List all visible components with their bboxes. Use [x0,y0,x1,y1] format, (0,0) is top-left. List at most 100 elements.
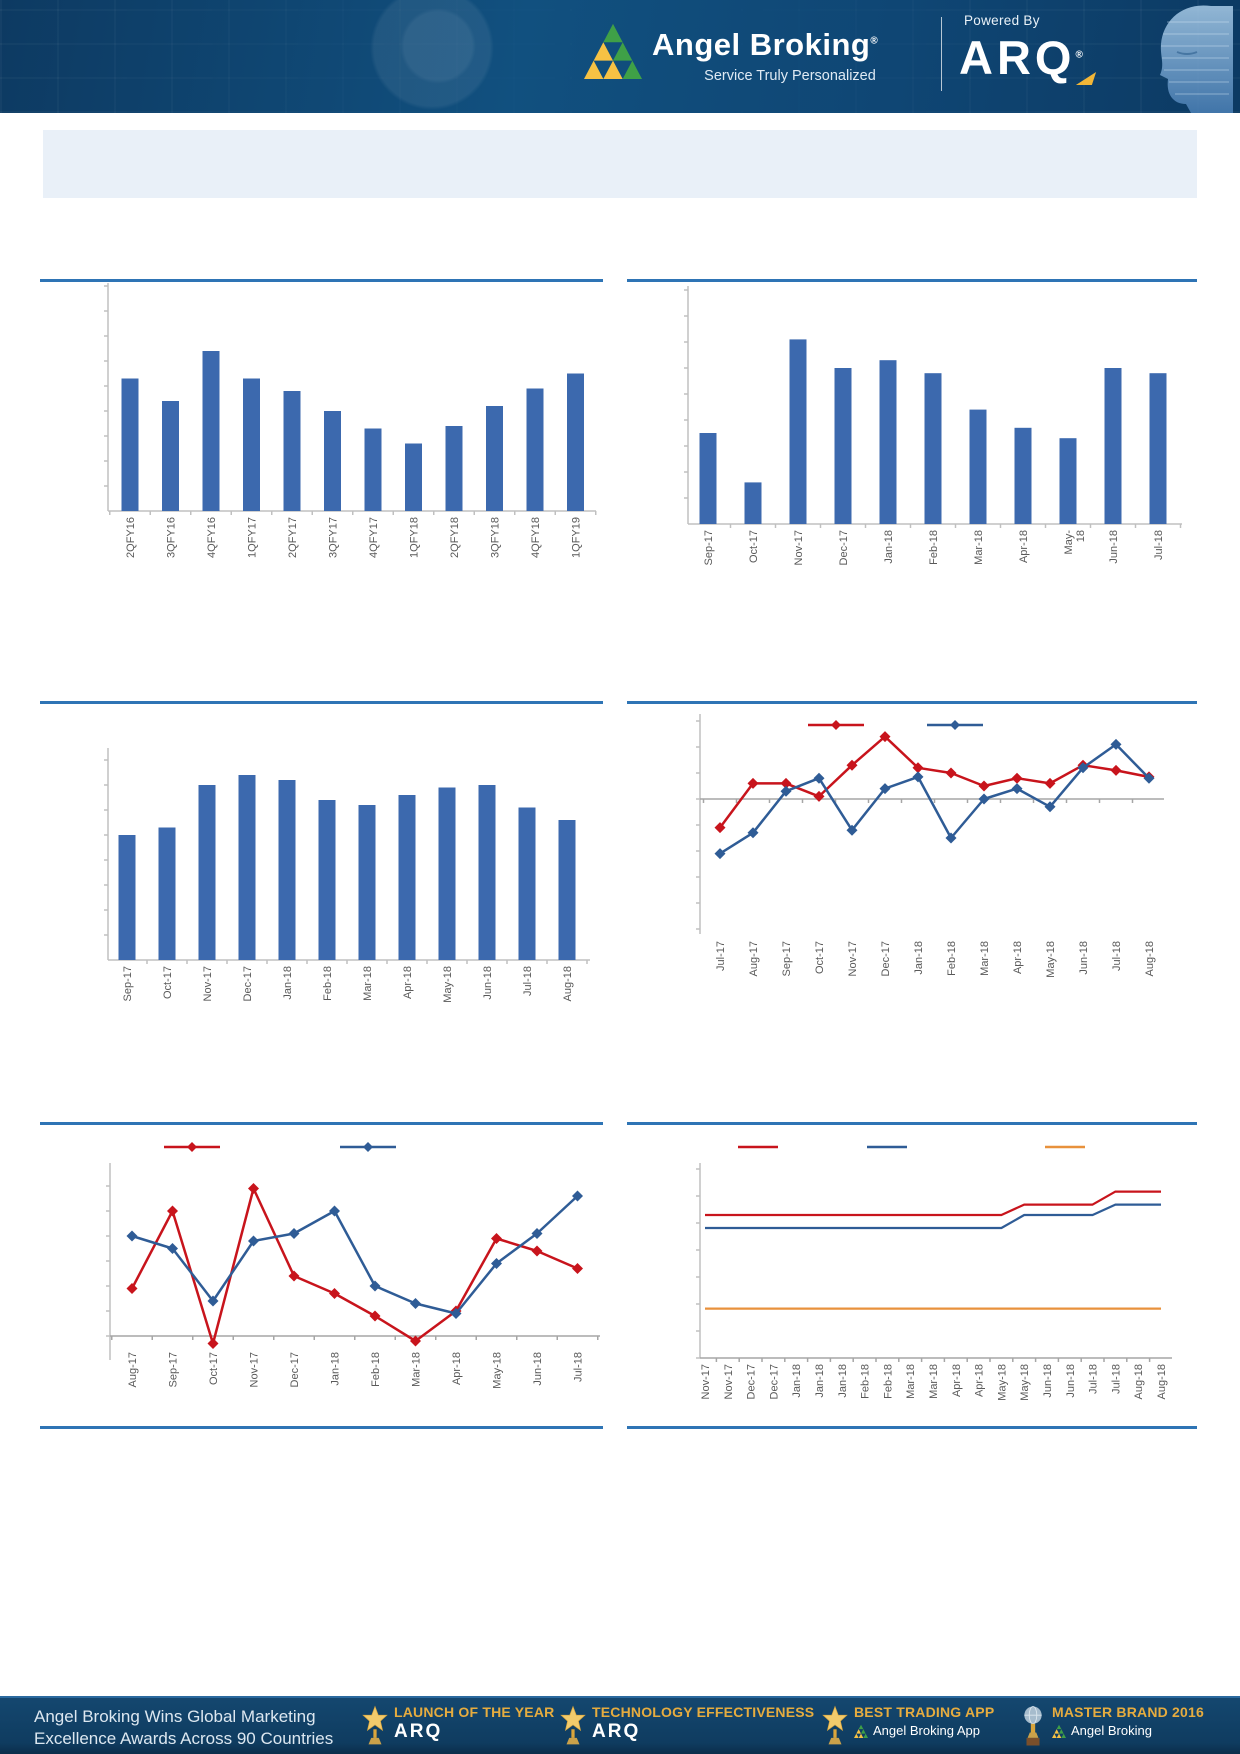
legend [808,720,983,730]
svg-text:Jun-18: Jun-18 [1108,530,1120,564]
award-subtitle: ARQ [592,1721,641,1742]
line-chart-dual-2: Aug-17 Sep-17 Oct-17 Nov-17 Dec-17 Jan-18 Feb-… [40,1122,605,1424]
svg-text:Nov-17: Nov-17 [723,1364,735,1399]
globe-trophy-icon [1024,1706,1042,1746]
svg-text:Feb-18: Feb-18 [928,530,940,565]
svg-text:Jan-18: Jan-18 [330,1352,342,1386]
svg-text:Dec-17: Dec-17 [768,1364,780,1399]
svg-text:Aug-18: Aug-18 [1144,941,1156,976]
svg-text:Feb-18: Feb-18 [946,941,958,976]
svg-text:Feb-18: Feb-18 [860,1364,872,1399]
svg-text:Mar-18: Mar-18 [362,966,374,1001]
svg-text:4QFY16: 4QFY16 [206,517,218,558]
section-rule [40,1426,603,1429]
svg-text:Sep-17: Sep-17 [122,966,134,1001]
bars [699,339,1167,524]
svg-text:May-18: May-18 [442,966,454,1003]
svg-text:Jan-18: Jan-18 [837,1364,849,1398]
arq-logo: ARQ® [959,31,1083,84]
footer: Angel Broking Wins Global Marketing Exce… [0,1696,1240,1754]
svg-text:3QFY17: 3QFY17 [328,517,340,558]
step-line-chart: Nov-17 Nov-17 Dec-17 Dec-17 Jan-18 Jan-18 Jan-… [627,1122,1197,1430]
bar-chart-quarterly-svg: 2QFY16 3QFY16 4QFY16 1QFY17 2QFY17 3QFY17 4QFY… [104,283,597,558]
svg-text:Jul-17: Jul-17 [715,941,727,971]
star-trophy-icon [362,1705,388,1745]
header: Angel Broking® Service Truly Personalize… [0,0,1240,113]
bar-chart-monthly-2: Sep-17 Oct-17 Nov-17 Dec-17 Jan-18 Feb-18 Mar-… [40,701,605,1038]
svg-text:Jul-18: Jul-18 [1153,530,1165,560]
section-rule [627,279,1197,282]
award-title: BEST TRADING APP [854,1704,995,1720]
section-rule [627,1426,1197,1429]
registered-mark: ® [870,35,879,47]
bars [121,351,584,511]
svg-text:Nov-17: Nov-17 [249,1352,261,1387]
svg-text:Apr-18: Apr-18 [1018,530,1030,563]
svg-text:Aug-17: Aug-17 [748,941,760,976]
svg-text:3QFY16: 3QFY16 [166,517,178,558]
footer-headline: Angel Broking Wins Global Marketing Exce… [34,1707,334,1748]
angel-broking-mini-logo-icon [1052,1724,1066,1738]
svg-text:Nov-17: Nov-17 [793,530,805,565]
bars [118,775,576,960]
svg-text:Aug-18: Aug-18 [1133,1364,1145,1399]
powered-by-label: Powered By [964,13,1040,28]
bar-chart-monthly-1-svg: Sep-17 Oct-17 Nov-17 Dec-17 Jan-18 Feb-18 Mar-… [684,286,1182,566]
svg-text:May-18: May-18 [492,1352,504,1389]
award-title: MASTER BRAND 2016 [1052,1704,1204,1720]
svg-text:Nov-17: Nov-17 [700,1364,712,1399]
svg-text:1QFY17: 1QFY17 [247,517,259,558]
section-rule [40,279,603,282]
line-chart-dual-2-svg: Aug-17 Sep-17 Oct-17 Nov-17 Dec-17 Jan-18 Feb-… [106,1142,600,1389]
svg-text:Jan-18: Jan-18 [883,530,895,564]
svg-text:Dec-17: Dec-17 [289,1352,301,1387]
angel-broking-logo-icon [584,23,642,79]
svg-text:Jun-18: Jun-18 [482,966,494,1000]
section-rule [40,1122,603,1125]
svg-text:4QFY17: 4QFY17 [368,517,380,558]
svg-text:Aug-18: Aug-18 [562,966,574,1001]
series-blue-series [714,738,1155,860]
svg-text:May-18: May-18 [1045,941,1057,978]
svg-text:Mar-18: Mar-18 [905,1364,917,1399]
x-axis-labels: Jul-17 Aug-17 Sep-17 Oct-17 Nov-17 Dec-17 Jan-… [715,941,1156,978]
bar-chart-monthly-1: Sep-17 Oct-17 Nov-17 Dec-17 Jan-18 Feb-18 Mar-… [627,279,1197,597]
axes [696,714,1164,934]
bar-chart-quarterly: 2QFY16 3QFY16 4QFY16 1QFY17 2QFY17 3QFY17 4QFY… [40,279,605,597]
svg-text:Apr-18: Apr-18 [974,1364,986,1397]
svg-text:Aug-17: Aug-17 [127,1352,139,1387]
x-axis-labels: Nov-17 Nov-17 Dec-17 Dec-17 Jan-18 Jan-18 Jan-… [700,1364,1168,1401]
award-title: LAUNCH OF THE YEAR [394,1704,555,1720]
svg-text:Jul-18: Jul-18 [1111,941,1123,971]
robot-head-graphic [1160,5,1233,113]
star-trophy-icon [560,1705,586,1745]
axes [104,283,597,515]
svg-text:Jul-18: Jul-18 [573,1352,585,1382]
x-axis-labels: Sep-17 Oct-17 Nov-17 Dec-17 Jan-18 Feb-18 Mar-… [703,530,1165,566]
award-subtitle: ARQ [394,1721,443,1742]
svg-text:Apr-18: Apr-18 [402,966,414,999]
series-red-step [705,1190,1161,1217]
svg-text:May-18: May-18 [996,1364,1008,1401]
svg-text:Oct-17: Oct-17 [162,966,174,999]
axes [696,1163,1172,1362]
x-axis-labels: Sep-17 Oct-17 Nov-17 Dec-17 Jan-18 Feb-18 Mar-… [122,966,574,1003]
svg-text:Apr-18: Apr-18 [951,1364,963,1397]
svg-text:Sep-17: Sep-17 [703,530,715,565]
svg-text:Aug-18: Aug-18 [1156,1364,1168,1399]
svg-text:Dec-17: Dec-17 [746,1364,758,1399]
svg-text:Jul-18: Jul-18 [522,966,534,996]
svg-text:Jan-18: Jan-18 [814,1364,826,1398]
arq-accent-icon [1075,72,1097,85]
x-axis-labels: Aug-17 Sep-17 Oct-17 Nov-17 Dec-17 Jan-18 Feb-… [127,1352,585,1389]
x-axis-labels: 2QFY16 3QFY16 4QFY16 1QFY17 2QFY17 3QFY17 4QFY… [125,517,583,558]
section-rule [40,701,603,704]
svg-text:May-18: May-18 [1019,1364,1031,1401]
svg-text:2QFY16: 2QFY16 [125,517,137,558]
brand-tagline: Service Truly Personalized [704,68,876,84]
svg-text:Dec-17: Dec-17 [242,966,254,1001]
series-red-series [126,1183,583,1349]
series-red-series [714,731,1155,834]
svg-text:4QFY18: 4QFY18 [530,517,542,558]
